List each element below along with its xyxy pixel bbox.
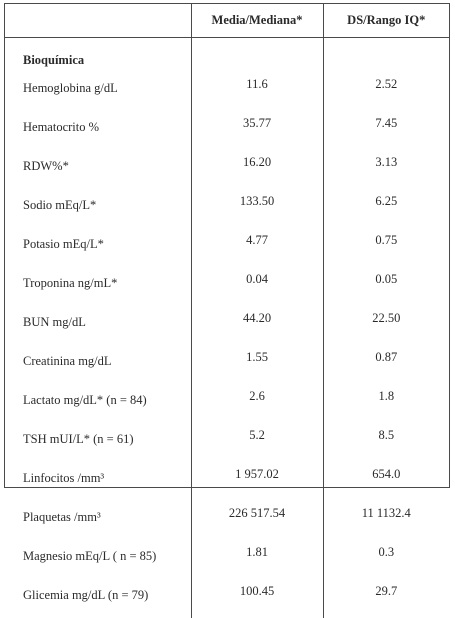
row-sd-iqr: 11 1132.4 [322, 501, 449, 540]
table-row: Plaquetas /mm³ 226 517.54 11 1132.4 [5, 501, 449, 540]
lab-results-table: Media/Mediana* DS/Rango IQ* Bioquímica H… [5, 4, 449, 618]
table-row: Linfocitos /mm³ 1 957.02 654.0 [5, 462, 449, 501]
row-mean-median: 11.6 [190, 72, 323, 111]
table-row: Lactato mg/dL* (n = 84) 2.6 1.8 [5, 384, 449, 423]
row-mean-median: 0.04 [190, 267, 323, 306]
table-row: Creatinina mg/dL 1.55 0.87 [5, 345, 449, 384]
row-label: Glicemia mg/dL (n = 79) [23, 588, 149, 602]
row-sd-iqr: 3.13 [322, 150, 449, 189]
header-mean-median: Media/Mediana* [190, 4, 323, 38]
row-mean-median: 5.2 [190, 423, 323, 462]
table-row: Hematocrito % 35.77 7.45 [5, 111, 449, 150]
row-mean-median: 35.77 [190, 111, 323, 150]
table-header-row: Media/Mediana* DS/Rango IQ* [5, 4, 449, 38]
row-mean-median: 16.20 [190, 150, 323, 189]
row-sd-iqr: 7.45 [322, 111, 449, 150]
row-label: Creatinina mg/dL [23, 354, 112, 368]
table-row: Troponina ng/mL* 0.04 0.05 [5, 267, 449, 306]
row-sd-iqr: 2.52 [322, 72, 449, 111]
row-sd-iqr: 0.05 [322, 267, 449, 306]
row-sd-iqr: 0.75 [322, 228, 449, 267]
row-label: Plaquetas /mm³ [23, 510, 101, 524]
row-mean-median: 44.20 [190, 306, 323, 345]
row-mean-median: 100.45 [190, 579, 323, 618]
table-row: TSH mUI/L* (n = 61) 5.2 8.5 [5, 423, 449, 462]
row-mean-median: 226 517.54 [190, 501, 323, 540]
row-sd-iqr: 22.50 [322, 306, 449, 345]
row-sd-iqr: 6.25 [322, 189, 449, 228]
table-row: Magnesio mEq/L ( n = 85) 1.81 0.3 [5, 540, 449, 579]
table-row: Sodio mEq/L* 133.50 6.25 [5, 189, 449, 228]
row-mean-median: 1.81 [190, 540, 323, 579]
section-title: Bioquímica [23, 53, 85, 67]
row-sd-iqr: 0.87 [322, 345, 449, 384]
row-label: Potasio mEq/L* [23, 237, 104, 251]
row-label: Linfocitos /mm³ [23, 471, 105, 485]
row-label: TSH mUI/L* (n = 61) [23, 432, 134, 446]
header-empty-cell [5, 4, 191, 38]
row-label: Lactato mg/dL* (n = 84) [23, 393, 147, 407]
section-empty-cell [322, 37, 449, 72]
header-sd-iqr: DS/Rango IQ* [322, 4, 449, 38]
row-mean-median: 1 957.02 [190, 462, 323, 501]
row-sd-iqr: 0.3 [322, 540, 449, 579]
row-label: BUN mg/dL [23, 315, 86, 329]
table-row: Glicemia mg/dL (n = 79) 100.45 29.7 [5, 579, 449, 618]
row-label: Hematocrito % [23, 120, 100, 134]
row-label: Magnesio mEq/L ( n = 85) [23, 549, 157, 563]
row-label: Troponina ng/mL* [23, 276, 118, 290]
table-row: Potasio mEq/L* 4.77 0.75 [5, 228, 449, 267]
row-mean-median: 2.6 [190, 384, 323, 423]
row-sd-iqr: 654.0 [322, 462, 449, 501]
table-row: BUN mg/dL 44.20 22.50 [5, 306, 449, 345]
row-label: RDW%* [23, 159, 69, 173]
table-row: Hemoglobina g/dL 11.6 2.52 [5, 72, 449, 111]
row-sd-iqr: 29.7 [322, 579, 449, 618]
section-empty-cell [190, 37, 323, 72]
section-row: Bioquímica [5, 37, 449, 72]
row-mean-median: 133.50 [190, 189, 323, 228]
lab-results-table-frame: Media/Mediana* DS/Rango IQ* Bioquímica H… [4, 3, 450, 618]
row-sd-iqr: 1.8 [322, 384, 449, 423]
row-mean-median: 1.55 [190, 345, 323, 384]
row-mean-median: 4.77 [190, 228, 323, 267]
row-label: Hemoglobina g/dL [23, 81, 118, 95]
row-label: Sodio mEq/L* [23, 198, 97, 212]
row-sd-iqr: 8.5 [322, 423, 449, 462]
table-row: RDW%* 16.20 3.13 [5, 150, 449, 189]
